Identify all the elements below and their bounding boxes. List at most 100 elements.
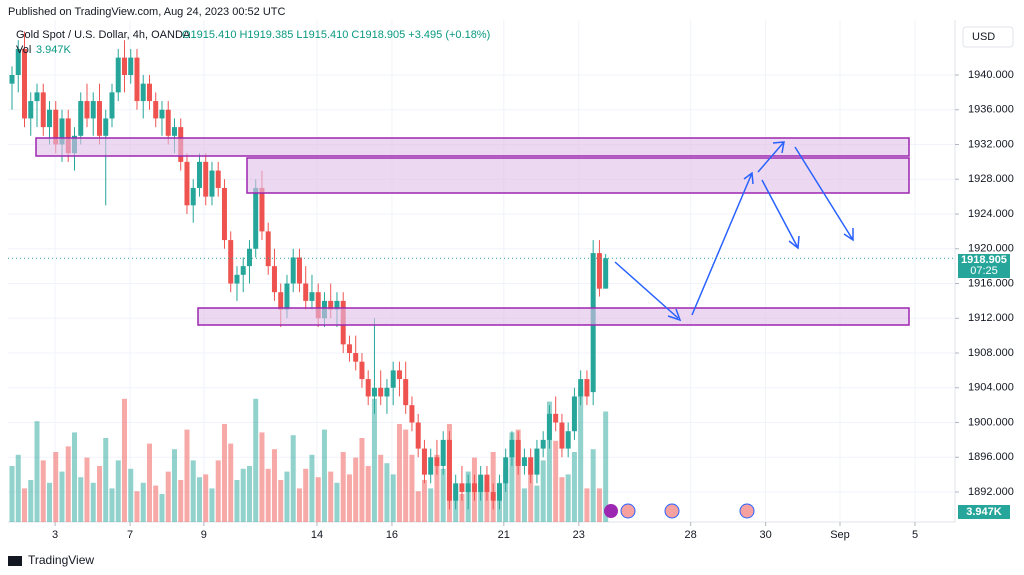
last-price-label: 1918.905 — [961, 254, 1007, 266]
candle-body — [521, 457, 527, 466]
volume-bar — [290, 435, 296, 522]
candle-body — [315, 292, 321, 319]
volume-bar — [546, 401, 552, 522]
candle-body — [146, 83, 152, 102]
zone — [197, 307, 910, 326]
volume-bar — [78, 477, 84, 522]
candle-body — [265, 231, 271, 267]
candle-body — [184, 161, 190, 206]
candle-body — [221, 187, 227, 241]
volume-bar — [509, 432, 515, 522]
candle-body — [9, 74, 15, 84]
candle-body — [209, 170, 215, 197]
candle-body — [328, 300, 334, 310]
candle-body — [253, 187, 259, 249]
y-tick-label: 1912.000 — [968, 312, 1014, 324]
volume-bar — [165, 471, 171, 522]
volume-bar — [221, 424, 227, 522]
volume-bar — [34, 421, 40, 522]
candle-body — [78, 101, 84, 136]
volume-bar — [396, 424, 402, 522]
candle-body — [284, 283, 290, 310]
candle-body — [509, 439, 515, 458]
volume-bar — [240, 468, 246, 522]
volume-bar — [371, 398, 377, 522]
candle-body — [490, 492, 496, 501]
volume-bar — [528, 468, 534, 522]
volume-bar — [84, 457, 90, 522]
volume-bar — [153, 485, 159, 522]
candle-body — [171, 127, 177, 136]
volume-bar — [346, 474, 352, 522]
zones — [35, 137, 910, 326]
x-tick-label: 3 — [52, 529, 58, 541]
arrow — [757, 141, 785, 173]
candle-body — [334, 300, 340, 310]
x-tick-label: 7 — [127, 529, 133, 541]
x-tick-label: 9 — [201, 529, 207, 541]
volume-bar — [190, 460, 196, 522]
volume-bar — [321, 429, 327, 522]
x-tick-label: Sep — [830, 529, 850, 541]
candle-body — [540, 439, 546, 449]
candle-body — [53, 109, 59, 145]
volume-bar — [353, 457, 359, 522]
volume-bar — [271, 449, 277, 522]
volume-bar — [596, 488, 602, 522]
candle-body — [140, 83, 146, 102]
candle-body — [109, 92, 115, 119]
candle-body — [40, 92, 46, 128]
last-price-badge — [958, 254, 1010, 278]
volume-bar — [434, 454, 440, 522]
volume-bar — [103, 438, 109, 522]
candle-body — [65, 118, 71, 154]
x-tick-label: 23 — [573, 529, 585, 541]
volume-bar — [184, 429, 190, 522]
currency-button[interactable] — [962, 26, 1014, 48]
candle-body — [446, 439, 452, 501]
volume-bar — [440, 468, 446, 522]
volume-bar — [253, 398, 259, 522]
candle-body — [234, 274, 240, 284]
candle-body — [90, 101, 96, 119]
volume-bar — [46, 482, 52, 522]
volume-bar — [484, 488, 490, 522]
currency[interactable]: USD — [972, 31, 995, 43]
volume-bar — [171, 449, 177, 522]
brand: TradingView — [28, 553, 94, 567]
volume-bar — [28, 480, 34, 522]
candle-body — [159, 109, 165, 119]
candle-body — [496, 483, 502, 501]
volume-bar — [365, 466, 371, 522]
volume-bar — [421, 480, 427, 522]
x-tick-label: 21 — [498, 529, 510, 541]
volume-bar — [15, 454, 21, 522]
y-tick-label: 1924.000 — [968, 208, 1014, 220]
ohlc: O1915.410 H1919.385 L1915.410 C1918.905 … — [182, 29, 491, 41]
candle-body — [271, 266, 277, 293]
arrow — [691, 171, 754, 316]
volume-bar — [140, 482, 146, 522]
y-tick-label: 1900.000 — [968, 416, 1014, 428]
candle-body — [578, 379, 584, 397]
y-tick-label: 1896.000 — [968, 451, 1014, 463]
candle-body — [46, 109, 52, 128]
event-icon — [664, 503, 680, 519]
candle-body — [409, 405, 415, 423]
candle-body — [190, 187, 196, 206]
candle-body — [203, 161, 209, 197]
candle-body — [15, 48, 21, 75]
volume-bar — [128, 468, 134, 522]
candle-body — [421, 448, 427, 475]
y-tick-label: 1892.000 — [968, 486, 1014, 498]
volume-bar — [40, 460, 46, 522]
volume-bar — [378, 454, 384, 522]
candle-body — [565, 431, 571, 449]
candle-body — [559, 422, 565, 449]
volume-bar — [134, 491, 140, 522]
candle-body — [353, 353, 359, 362]
candle-body — [84, 101, 90, 119]
volume-bar — [265, 468, 271, 522]
